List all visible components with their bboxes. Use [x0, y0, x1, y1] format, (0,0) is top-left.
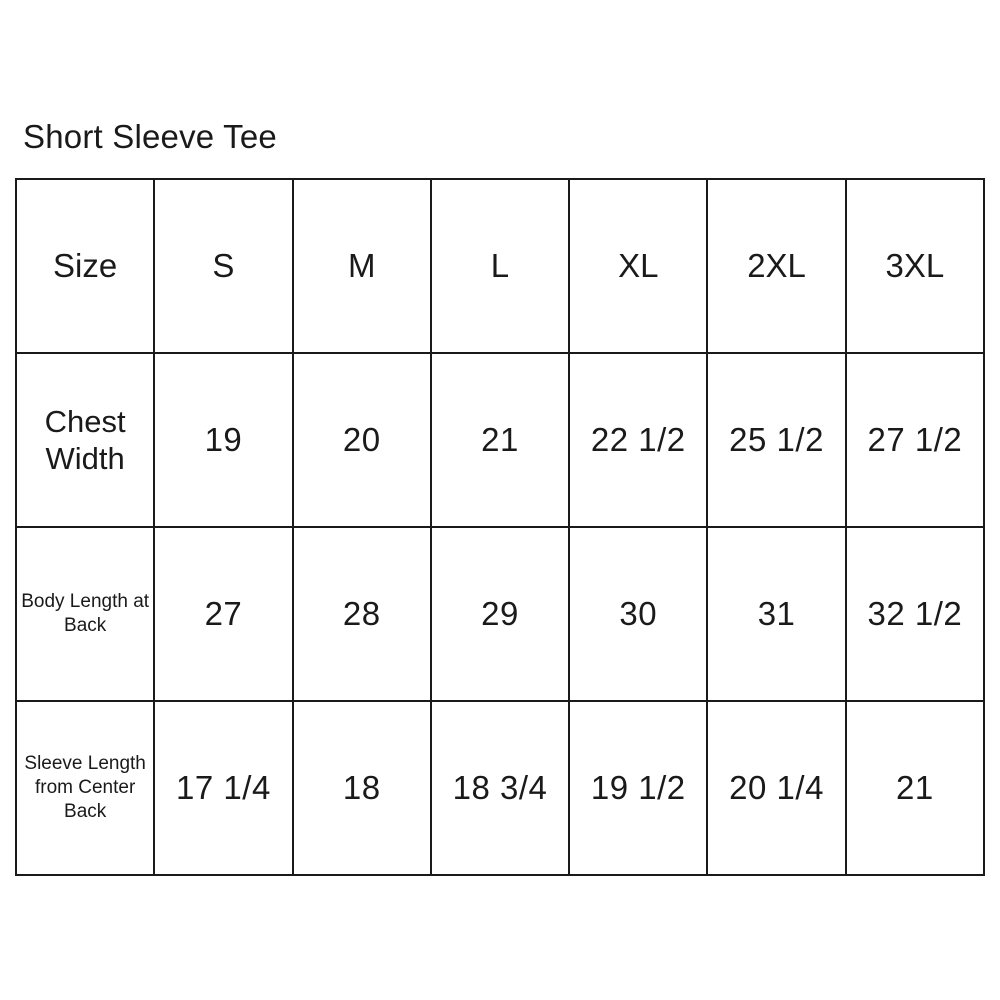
header-cell-3xl: 3XL	[844, 178, 986, 354]
size-chart-table: Size S M L XL 2XL 3XL Chest Width 19 20 …	[14, 178, 986, 876]
table-cell: 28	[291, 526, 432, 702]
table-cell: 31	[706, 526, 847, 702]
row-label: Chest Width	[14, 352, 156, 528]
header-cell-s: S	[153, 178, 294, 354]
table-cell: 19 1/2	[568, 700, 709, 876]
table-cell: 17 1/4	[153, 700, 294, 876]
table-cell: 21	[429, 352, 571, 528]
header-row: Size S M L XL 2XL 3XL	[14, 178, 986, 354]
header-cell-l: L	[429, 178, 571, 354]
table-row-body-length: Body Length at Back 27 28 29 30 31 32 1/…	[14, 526, 986, 702]
table-cell: 21	[844, 700, 986, 876]
table-cell: 30	[568, 526, 709, 702]
table-cell: 29	[429, 526, 571, 702]
row-label: Sleeve Length from Center Back	[14, 700, 156, 876]
table-cell: 18	[291, 700, 432, 876]
table-cell: 18 3/4	[429, 700, 571, 876]
table-cell: 27	[153, 526, 294, 702]
table-cell: 19	[153, 352, 294, 528]
table-row-chest-width: Chest Width 19 20 21 22 1/2 25 1/2 27 1/…	[14, 352, 986, 528]
table-cell: 20	[291, 352, 432, 528]
table-row-sleeve-length: Sleeve Length from Center Back 17 1/4 18…	[14, 700, 986, 876]
page-title: Short Sleeve Tee	[23, 118, 277, 155]
header-cell-xl: XL	[568, 178, 709, 354]
table-cell: 20 1/4	[706, 700, 847, 876]
table-cell: 25 1/2	[706, 352, 847, 528]
header-cell-m: M	[291, 178, 432, 354]
table-cell: 27 1/2	[844, 352, 986, 528]
table-cell: 32 1/2	[844, 526, 986, 702]
header-cell-size: Size	[14, 178, 156, 354]
row-label: Body Length at Back	[14, 526, 156, 702]
header-cell-2xl: 2XL	[706, 178, 847, 354]
table-cell: 22 1/2	[568, 352, 709, 528]
